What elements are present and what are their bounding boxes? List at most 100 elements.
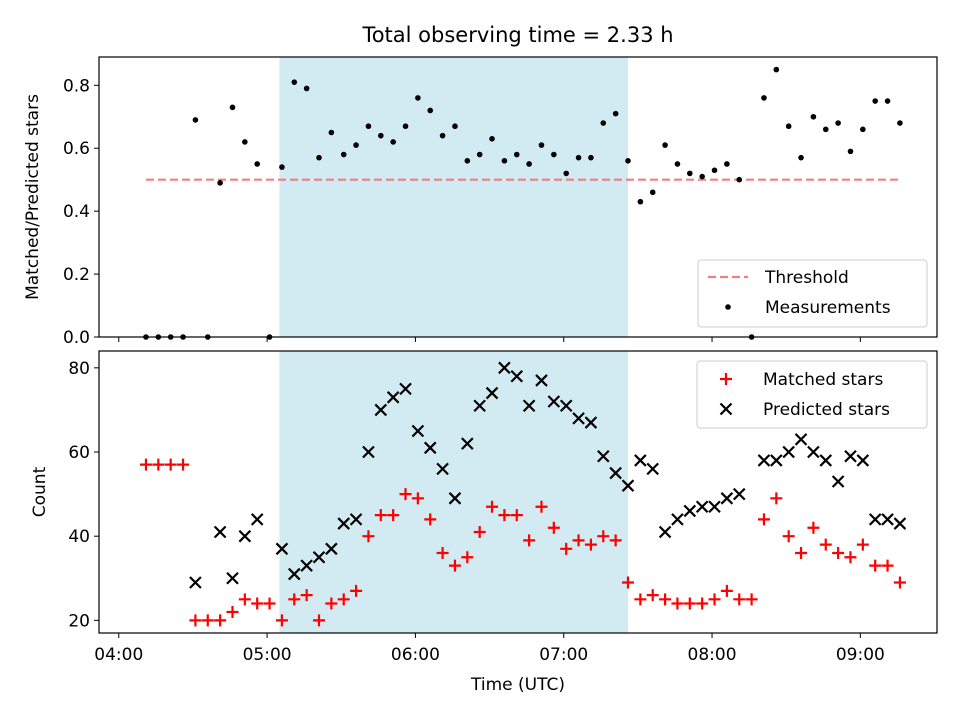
measurement-point: [192, 117, 199, 123]
matched-star-marker: [399, 488, 412, 501]
measurement-point: [340, 151, 347, 158]
predicted-star-marker: [337, 517, 351, 530]
measurement-point: [353, 142, 359, 148]
predicted-star-marker: [226, 572, 239, 585]
y-tick-label: 0.4: [63, 202, 90, 222]
measurement-point: [402, 123, 409, 130]
measurement-point: [662, 142, 668, 148]
measurement-point: [316, 154, 322, 161]
measurement-point: [588, 154, 594, 161]
measurement-point: [476, 151, 483, 158]
matched-star-marker: [646, 589, 659, 602]
measurement-point: [427, 107, 434, 114]
measurement-point: [513, 151, 520, 158]
measurement-point: [847, 148, 854, 155]
predicted-star-marker: [535, 374, 548, 387]
measurement-point: [798, 154, 804, 161]
matched-star-marker: [214, 614, 227, 627]
matched-star-marker: [424, 513, 437, 526]
matched-star-marker: [659, 593, 672, 606]
measurement-point: [439, 132, 446, 139]
matched-star-marker: [152, 458, 165, 471]
observing-window-span: [279, 351, 629, 633]
measurement-point: [810, 113, 817, 120]
observing-window-span: [279, 57, 629, 337]
ratio-panel: 0.00.20.40.60.8 Matched/Predicted stars …: [23, 56, 938, 348]
measurement-point: [699, 173, 705, 180]
predicted-star-marker: [757, 454, 771, 467]
predicted-star-marker: [646, 462, 660, 476]
y-tick-label: 0.6: [63, 139, 90, 159]
matched-star-marker: [436, 547, 449, 560]
y-tick-label: 80: [68, 359, 90, 379]
time-x-axis-label: Time (UTC): [470, 675, 565, 695]
predicted-star-marker: [411, 424, 425, 438]
measurement-points: [143, 66, 903, 340]
predicted-star-marker: [559, 399, 573, 412]
matched-star-marker: [486, 500, 499, 513]
matched-star-marker: [300, 589, 313, 602]
predicted-star-marker: [621, 479, 635, 492]
measurement-point: [279, 164, 285, 170]
measurement-point: [464, 158, 471, 164]
x-tick-label: 05:00: [243, 645, 292, 665]
matched-star-marker: [251, 597, 264, 610]
measurement-point: [489, 135, 495, 142]
matched-star-marker: [844, 551, 857, 564]
matched-star-marker: [893, 576, 906, 589]
predicted-star-marker: [881, 513, 894, 526]
matched-star-marker: [523, 534, 536, 547]
measurement-point: [687, 170, 693, 177]
predicted-star-marker: [386, 391, 400, 404]
predicted-star-marker: [868, 513, 882, 526]
measurement-point: [773, 66, 780, 73]
predicted-star-marker: [288, 567, 301, 581]
predicted-star-marker: [250, 513, 264, 526]
measurement-point: [674, 161, 681, 167]
matched-star-marker: [881, 559, 894, 572]
matched-star-marker: [720, 584, 733, 597]
predicted-star-marker: [522, 399, 536, 412]
predicted-star-marker: [448, 492, 462, 505]
matched-star-marker: [770, 492, 783, 505]
matched-star-marker: [856, 538, 869, 551]
predicted-star-marker: [782, 445, 795, 459]
measurement-point: [625, 158, 631, 164]
y-tick-label: 40: [68, 527, 90, 547]
y-tick-label: 0.2: [63, 265, 90, 285]
matched-star-marker: [337, 593, 350, 606]
measurement-point: [452, 123, 458, 130]
matched-star-marker: [275, 614, 288, 627]
predicted-star-marker: [349, 513, 363, 526]
count-legend: Matched stars Predicted stars: [696, 360, 928, 429]
predicted-star-marker: [609, 466, 622, 480]
predicted-star-marker: [498, 361, 511, 375]
measurement-point: [785, 123, 792, 130]
measurement-point: [872, 98, 879, 104]
predicted-star-marker: [238, 529, 252, 543]
matched-star-marker: [498, 509, 511, 522]
ratio-x-ticks: [118, 337, 861, 342]
predicted-star-marker: [189, 576, 202, 589]
matched-star-marker: [733, 593, 746, 606]
predicted-star-marker: [461, 437, 474, 450]
legend-predicted-label: Predicted stars: [763, 400, 890, 420]
matched-star-marker: [547, 521, 560, 534]
predicted-star-marker: [374, 403, 388, 417]
predicted-star-marker: [436, 462, 449, 476]
ratio-legend: Threshold Measurements: [697, 259, 928, 328]
measurement-point: [303, 85, 310, 92]
legend-threshold-label: Threshold: [764, 268, 849, 288]
predicted-star-marker: [720, 492, 734, 505]
measurement-point: [538, 142, 545, 148]
predicted-star-marker: [819, 454, 833, 467]
predicted-star-marker: [634, 454, 647, 467]
matched-star-marker: [473, 525, 486, 538]
measurement-point: [575, 154, 582, 161]
matched-star-marker: [782, 530, 795, 543]
measurement-point: [761, 95, 767, 101]
matched-star-marker: [189, 614, 202, 627]
x-tick-label: 04:00: [94, 645, 143, 665]
